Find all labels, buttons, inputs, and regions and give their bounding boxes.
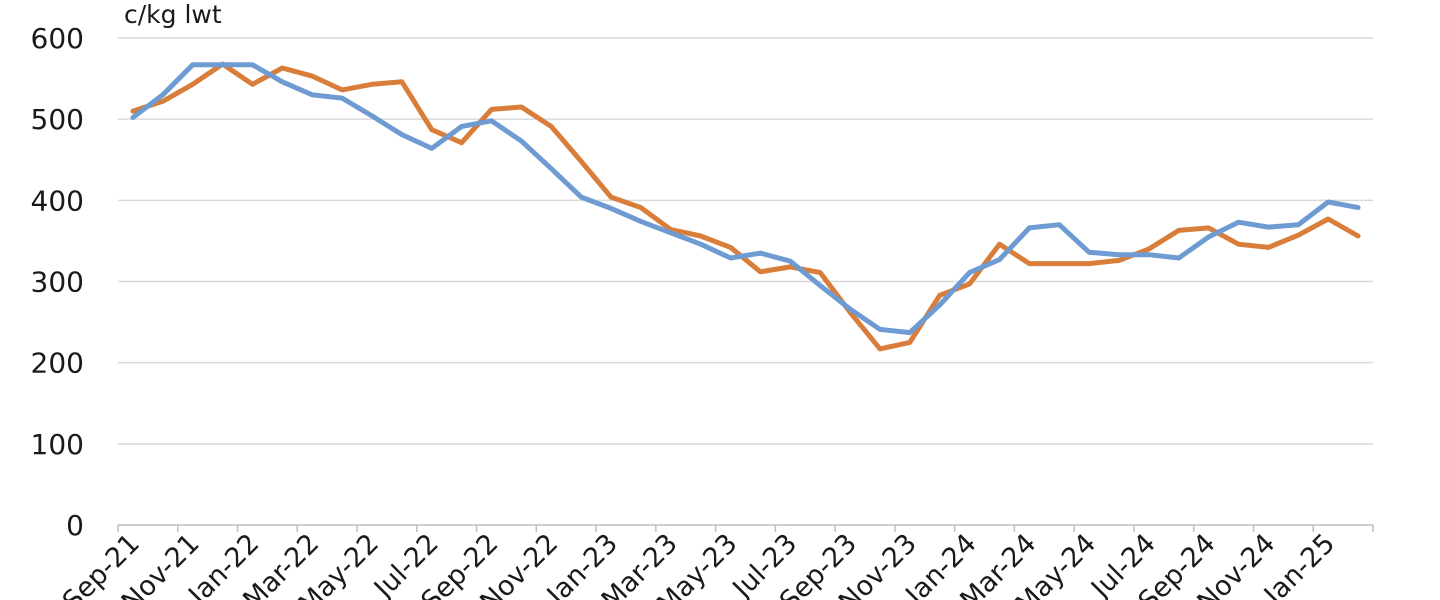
y-tick-label: 300 <box>31 266 84 299</box>
series-line-blue <box>130 62 1361 336</box>
gridlines <box>118 37 1373 445</box>
y-axis-tick-labels: 0 100 200 300 400 500 600 <box>31 22 84 542</box>
series-lines <box>130 61 1361 352</box>
series-line-orange <box>130 61 1361 352</box>
y-tick-label: 0 <box>66 509 84 542</box>
x-axis <box>117 524 1374 532</box>
y-tick-label: 500 <box>31 103 84 136</box>
y-tick-label: 600 <box>31 22 84 55</box>
x-axis-tick-labels: Sep-21Nov-21Jan-22Mar-22May-22Jul-22Sep-… <box>57 528 1341 600</box>
y-tick-label: 200 <box>31 347 84 380</box>
y-tick-label: 100 <box>31 428 84 461</box>
y-tick-label: 400 <box>31 184 84 217</box>
y-axis-unit-label: c/kg lwt <box>124 0 222 29</box>
